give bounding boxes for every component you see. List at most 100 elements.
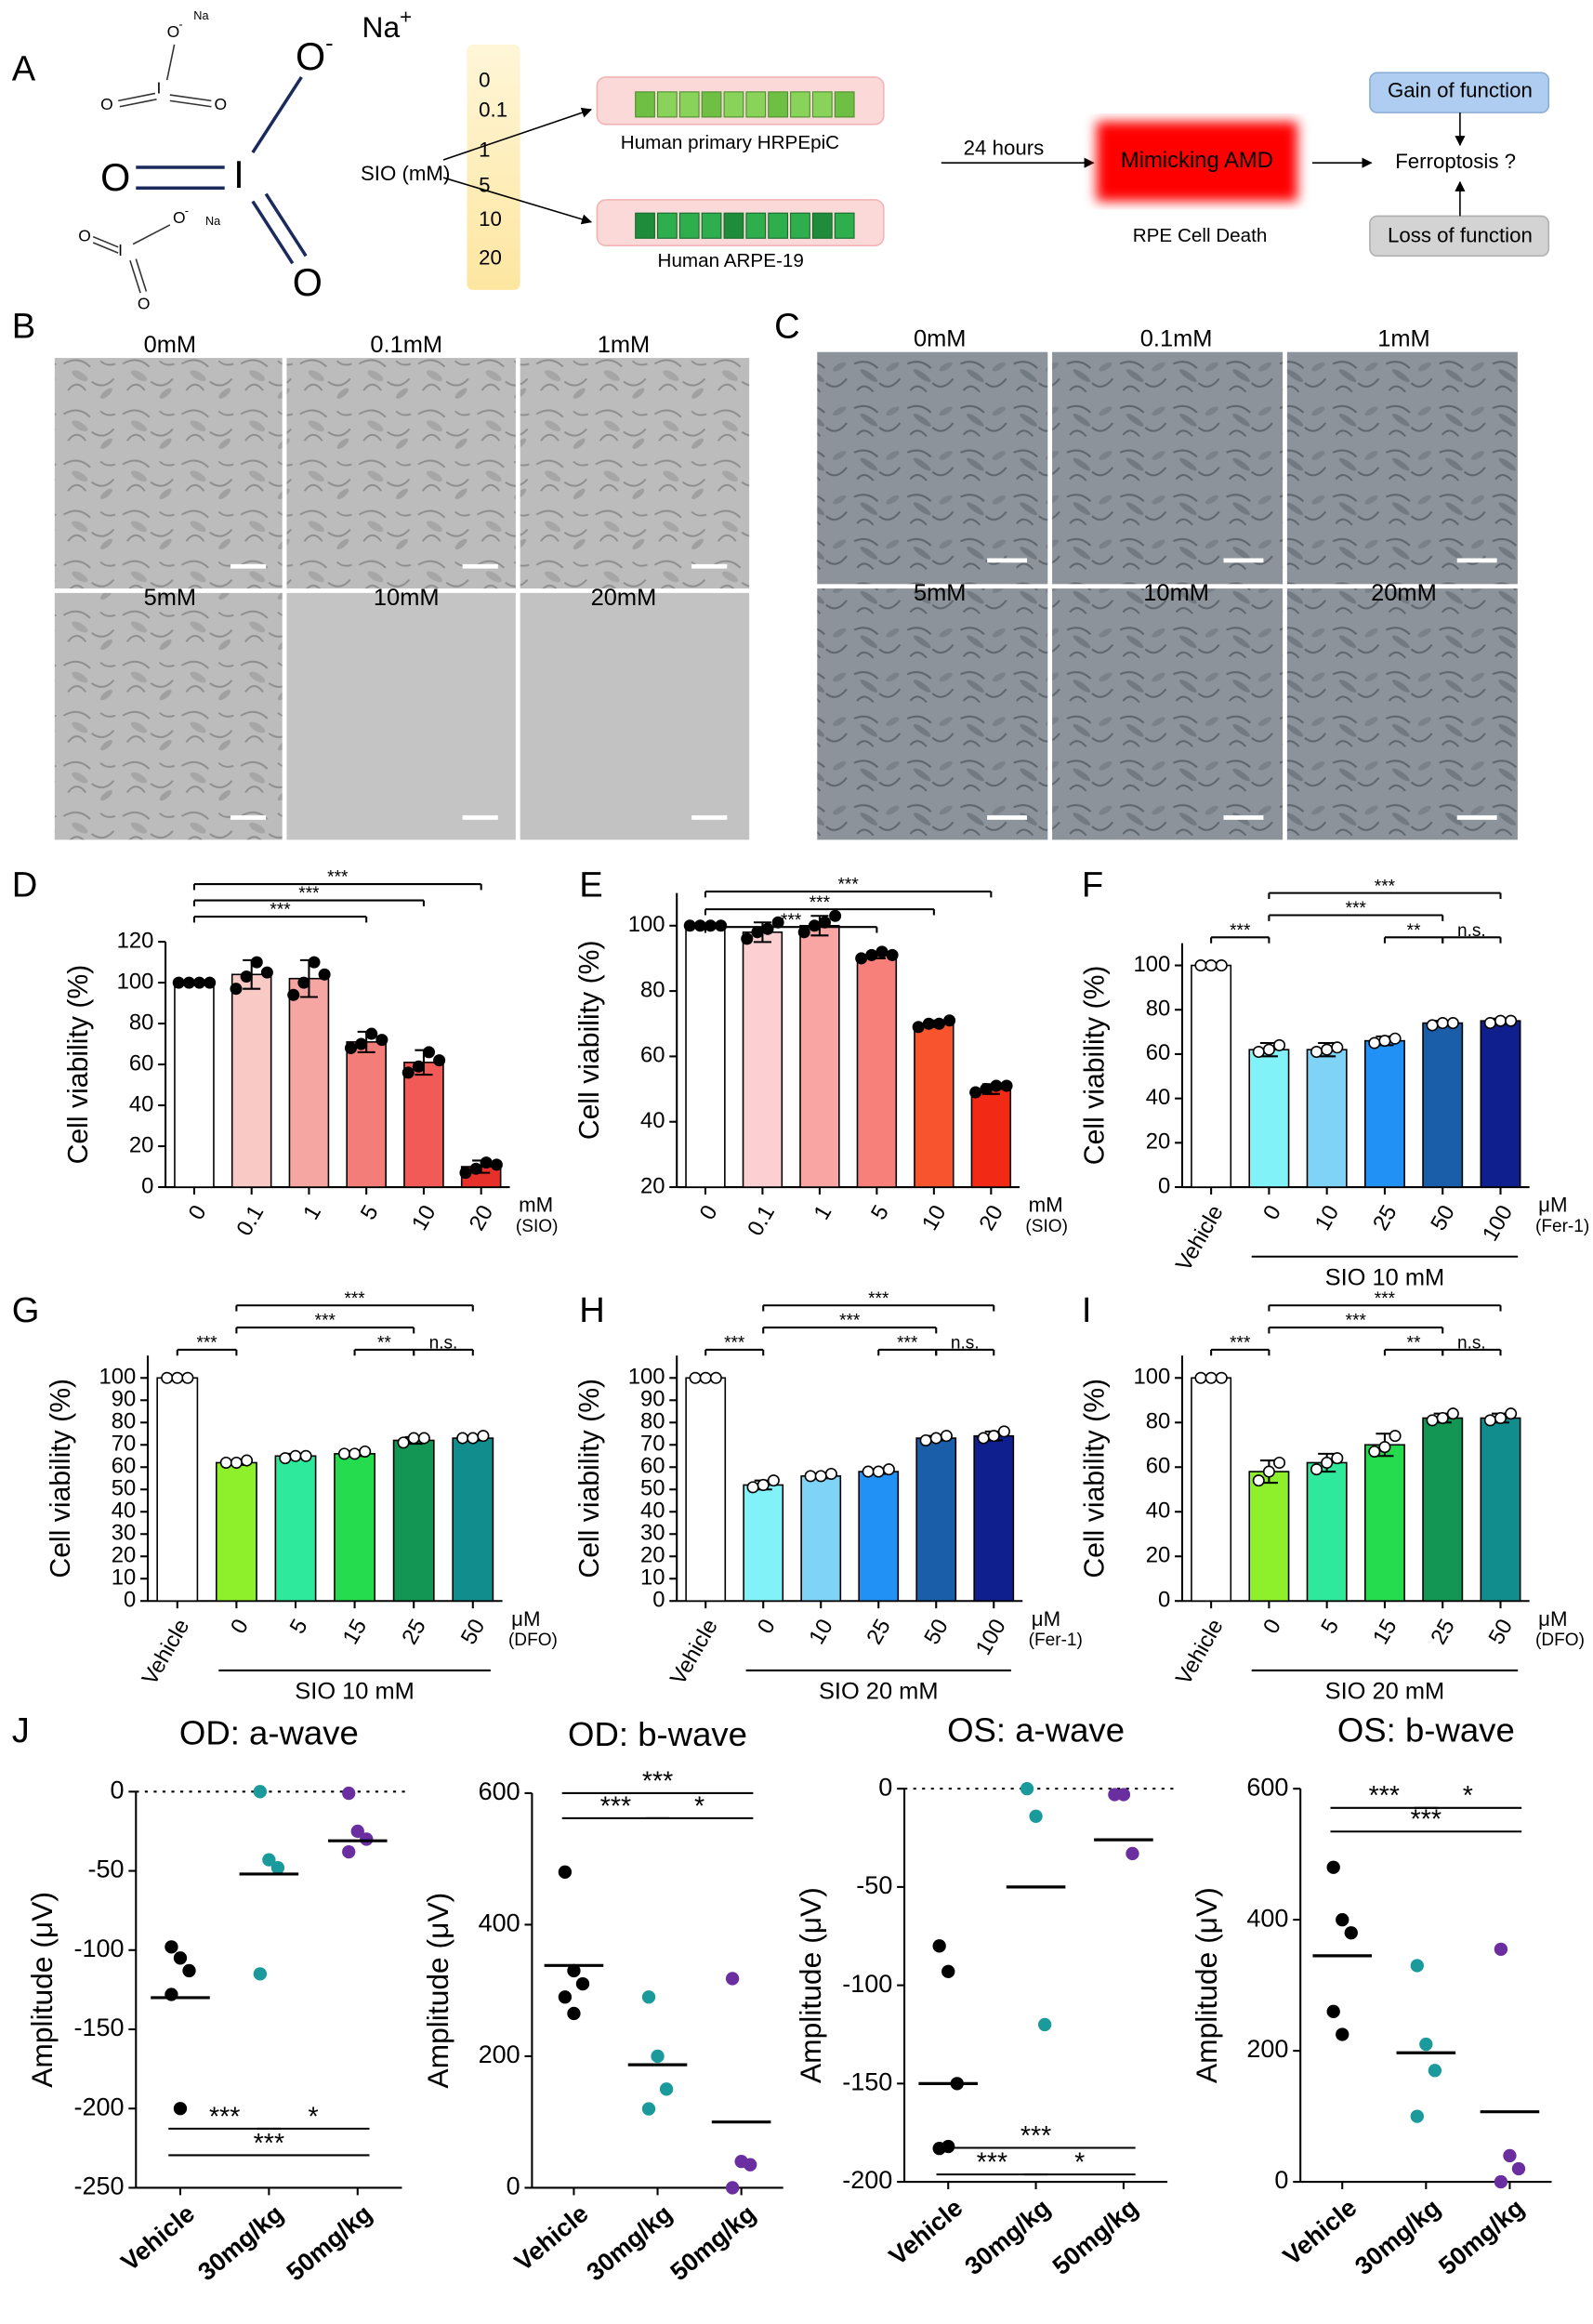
bar [743,1484,784,1603]
data-point [1368,1445,1381,1458]
data-point [171,1371,184,1384]
bar [215,1461,257,1603]
data-point [349,1447,362,1460]
y-tick-label: 90 [640,1387,665,1412]
outcome-label: RPE Cell Death [1133,225,1268,246]
data-point [855,952,868,965]
x-tick-label: 15 [1368,1615,1402,1648]
significance-label: *** [315,1312,336,1331]
condition-label: 20mM [591,585,657,611]
y-axis-label: Cell viability (%) [63,965,94,1165]
cell [656,212,678,239]
y-tick-label: 70 [640,1432,665,1457]
y-tick-label: 200 [479,2040,520,2068]
micrographs-b [54,358,750,840]
y-tick-label: 0 [878,1773,892,1801]
cell-line: Human ARPE-19 [658,250,804,271]
x-tick-label: Vehicle [138,1615,195,1689]
data-point [814,1470,827,1483]
data-point [699,1371,712,1384]
loss-label: Loss of function [1388,224,1533,247]
y-tick-label: 100 [117,969,154,994]
condition-label: 0.1mM [370,332,442,358]
data-point [575,1976,590,1991]
data-point [1262,1043,1275,1056]
significance-label: *** [600,1791,631,1821]
y-tick-label: 80 [640,1409,665,1434]
y-tick-label: 40 [1146,1499,1171,1524]
y-tick-label: 0 [124,1588,136,1613]
data-point [1494,1411,1507,1424]
small-atom: Na [205,214,221,228]
data-point [182,1963,196,1978]
data-point [173,2102,188,2116]
data-point [1389,1032,1402,1045]
data-point [1505,1014,1518,1027]
data-point [1126,1846,1139,1861]
data-point [279,1452,292,1465]
y-axis-label: Amplitude (μV) [1190,1887,1223,2083]
bar [174,982,215,1188]
data-point [289,1449,302,1462]
y-tick-label: 60 [640,1043,665,1068]
data-point [929,1432,942,1445]
data-point [172,976,185,989]
data-point [469,1162,482,1175]
data-point [1494,1942,1508,1957]
data-point [342,1786,356,1801]
y-tick-label: 20 [129,1132,154,1157]
data-point [1494,2174,1508,2189]
y-tick-label: 10 [640,1565,665,1591]
data-point [375,1034,388,1047]
data-point [567,1963,581,1978]
y-tick-label: 600 [479,1777,520,1805]
data-point [417,1432,430,1445]
significance-label: n.s. [1457,921,1486,941]
data-point [230,1456,243,1469]
x-tick-label: Vehicle [884,2194,968,2271]
data-point [240,970,253,984]
x-tick-label: 50 [456,1615,491,1648]
data-point [932,1017,945,1030]
y-tick-label: 60 [1146,1040,1171,1065]
data-point [941,2139,955,2154]
x-unit-note: (DFO) [1535,1631,1585,1650]
data-point [1310,1046,1323,1059]
y-tick-label: 0 [1158,1173,1170,1198]
panel-label: F [1082,865,1103,905]
small-atom: O [100,95,113,113]
bar [403,1062,444,1188]
data-point [433,1054,446,1067]
panel-label: D [12,865,38,905]
x-tick-label: 50mg/kg [665,2199,761,2286]
y-tick-label: 60 [1146,1454,1171,1479]
x-unit: μM [1538,1194,1567,1217]
y-tick-label: 60 [129,1050,154,1076]
data-point [744,2158,757,2172]
bar [452,1437,494,1603]
y-tick-label: 30 [112,1521,137,1546]
data-point [1252,1046,1265,1059]
data-point [1215,959,1228,972]
x-unit-note: (DFO) [508,1631,558,1650]
data-point [467,1432,480,1445]
data-point [862,1465,875,1478]
bar [230,973,272,1188]
data-point [651,2049,665,2064]
data-point [344,1041,358,1054]
significance-label: *** [977,2148,1007,2178]
bar [1248,1049,1290,1188]
condition-label: 10mM [374,585,440,611]
significance-label: *** [344,1289,365,1309]
data-point [824,1467,837,1480]
significance-label: *** [298,884,320,904]
data-point [641,1990,656,2004]
panel-label: H [579,1290,605,1330]
cell [834,212,855,239]
data-point [480,1156,493,1169]
bar [1306,1461,1348,1603]
data-point [990,1079,1003,1092]
y-tick-label: 50 [112,1476,137,1501]
significance-label: *** [810,893,831,913]
data-point [308,956,321,969]
